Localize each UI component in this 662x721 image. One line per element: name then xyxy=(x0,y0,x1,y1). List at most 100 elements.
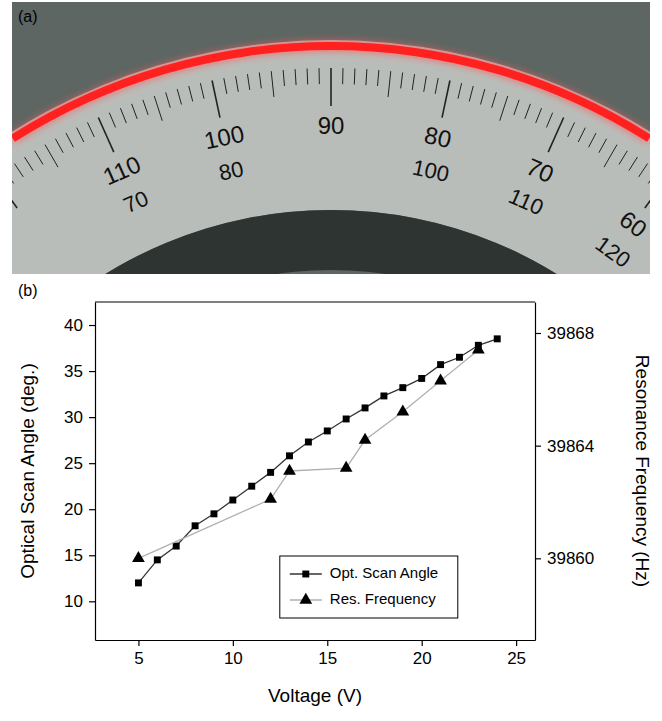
protractor-tick xyxy=(319,68,320,84)
protractor-tick xyxy=(189,86,193,101)
data-point xyxy=(211,510,218,517)
figure: 110100908070607080100110120(a)(b)5101520… xyxy=(0,0,662,721)
protractor-tick xyxy=(132,104,138,119)
protractor-tick xyxy=(435,78,438,94)
protractor-tick xyxy=(212,80,220,117)
axis-line xyxy=(96,640,536,641)
protractor-tick xyxy=(639,164,648,177)
protractor-label: 110 xyxy=(99,150,145,190)
legend-label: Res. Frequency xyxy=(330,590,436,607)
protractor-tick xyxy=(546,113,552,128)
tick-label: 39868 xyxy=(547,324,594,343)
protractor-label: 60 xyxy=(614,205,651,243)
protractor-label: 70 xyxy=(522,153,557,189)
tick: 20 xyxy=(64,500,95,519)
protractor-tick xyxy=(14,164,23,177)
protractor-label: 80 xyxy=(217,156,246,186)
protractor-tick xyxy=(271,71,274,97)
protractor-tick xyxy=(12,177,17,208)
legend-label: Opt. Scan Angle xyxy=(330,564,438,581)
tick-mark xyxy=(422,640,423,646)
protractor-tick xyxy=(154,96,162,121)
panel-label: (b) xyxy=(18,282,38,299)
protractor-label: 100 xyxy=(410,155,451,187)
tick-label: 10 xyxy=(64,592,83,611)
tick-mark xyxy=(89,555,95,556)
protractor-tick xyxy=(109,113,115,128)
axis-line xyxy=(535,303,536,641)
tick-label: 39864 xyxy=(547,437,594,456)
protractor-tick xyxy=(469,86,473,101)
tick-mark xyxy=(89,463,95,464)
tick-mark xyxy=(89,601,95,602)
tick: 10 xyxy=(64,592,95,611)
data-point xyxy=(399,384,406,391)
protractor-tick xyxy=(98,117,113,152)
tick: 35 xyxy=(64,362,95,381)
y2-axis-title: Resonance Frequency (Hz) xyxy=(632,355,653,587)
data-point xyxy=(343,416,350,423)
x-axis: 510152025 xyxy=(96,640,536,668)
protractor-tick xyxy=(424,76,427,92)
tick-label: 20 xyxy=(413,649,432,668)
protractor-tick xyxy=(259,73,261,89)
data-point xyxy=(359,433,372,444)
protractor-tick xyxy=(619,151,627,165)
laser-glow xyxy=(12,42,650,142)
protractor-label: 80 xyxy=(422,121,454,153)
plot-frame xyxy=(95,301,535,302)
data-point xyxy=(173,543,180,550)
tick-mark xyxy=(89,371,95,372)
protractor-tick xyxy=(25,157,34,171)
data-point xyxy=(494,335,501,342)
legend-marker xyxy=(299,593,312,604)
tick-label: 5 xyxy=(134,649,143,668)
data-point xyxy=(192,522,199,529)
legend-box xyxy=(280,556,458,618)
protractor-tick xyxy=(401,73,403,89)
data-point xyxy=(380,392,387,399)
data-point xyxy=(132,551,145,562)
protractor-tick xyxy=(536,108,542,123)
tick: 39864 xyxy=(535,437,594,456)
data-point xyxy=(340,461,353,472)
tick-label: 15 xyxy=(64,546,83,565)
data-point xyxy=(437,361,444,368)
tick-label: 25 xyxy=(507,649,526,668)
series-line xyxy=(138,350,478,558)
protractor-tick xyxy=(66,133,73,147)
protractor-tick xyxy=(247,74,249,90)
protractor xyxy=(12,40,650,274)
protractor-tick xyxy=(514,100,519,115)
panel-b: (b)5101520251015202530354039860398643986… xyxy=(17,282,653,706)
protractor-tick xyxy=(388,71,391,97)
data-point xyxy=(248,483,255,490)
protractor-tick xyxy=(166,92,171,107)
tick-label: 30 xyxy=(64,408,83,427)
protractor-tick xyxy=(412,74,414,90)
tick: 15 xyxy=(64,546,95,565)
protractor-hole xyxy=(12,210,650,274)
data-point xyxy=(324,427,331,434)
y-axis-title: Optical Scan Angle (deg.) xyxy=(17,363,38,578)
protractor-tick xyxy=(342,68,343,84)
tick: 25 xyxy=(507,640,526,668)
protractor-tick xyxy=(442,80,450,117)
tick: 15 xyxy=(318,640,337,668)
protractor-tick xyxy=(378,70,379,86)
tick-mark xyxy=(535,333,541,334)
protractor-tick xyxy=(548,117,563,152)
data-point xyxy=(154,556,161,563)
data-point xyxy=(396,405,409,416)
protractor-tick xyxy=(589,133,596,147)
tick-mark xyxy=(516,640,517,646)
protractor-tick xyxy=(45,145,58,168)
axis-line xyxy=(95,303,96,641)
protractor-ticks xyxy=(12,68,650,274)
protractor-tick xyxy=(568,122,575,136)
protractor-tick xyxy=(366,69,367,85)
plot-marks xyxy=(132,335,501,586)
data-point xyxy=(264,492,277,503)
protractor-tick xyxy=(481,89,485,104)
data-point xyxy=(434,374,447,385)
